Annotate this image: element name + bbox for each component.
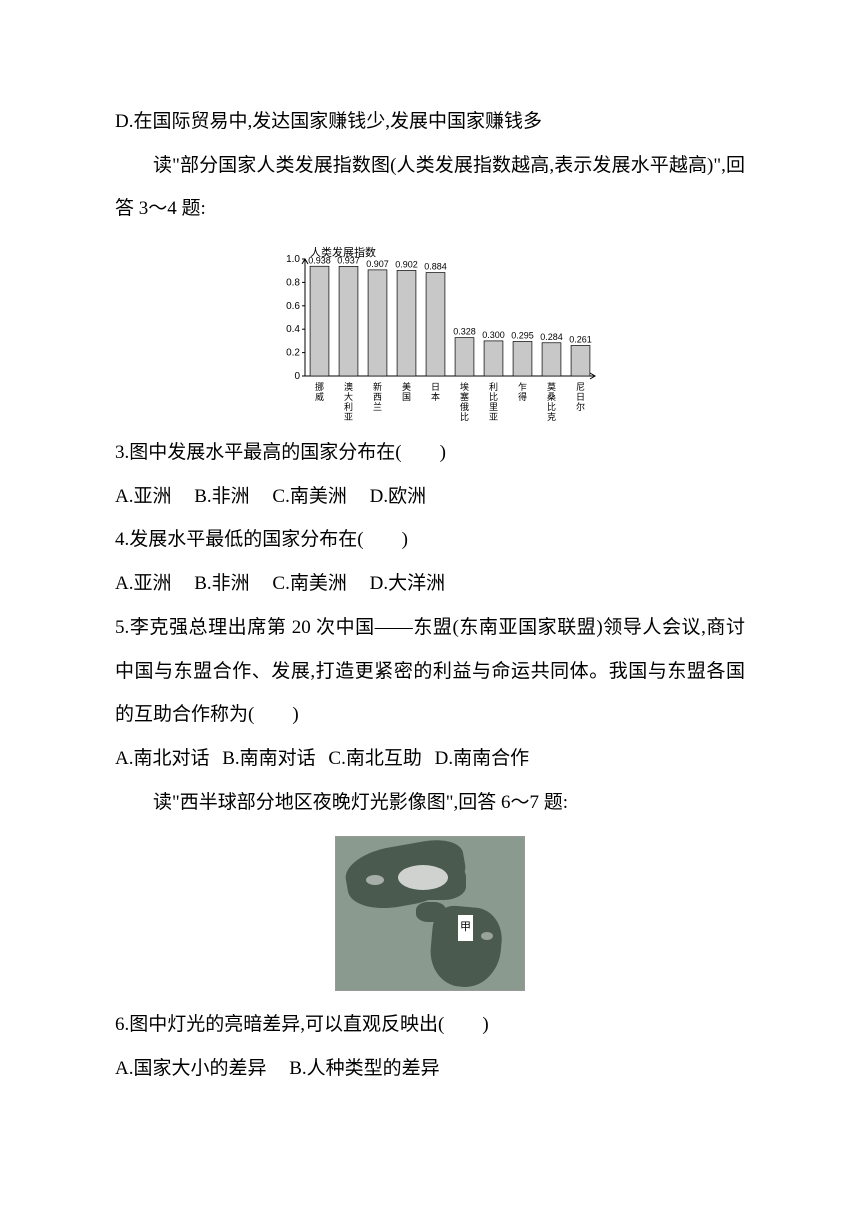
q4-opt-d: D.大洋洲 [370,562,445,606]
svg-text:日: 日 [576,392,585,402]
svg-text:0.261: 0.261 [569,335,592,345]
svg-text:威: 威 [315,391,324,402]
q6-opt-b: B.人种类型的差异 [289,1047,439,1091]
chart-title: 人类发展指数 [310,241,376,266]
svg-text:0.2: 0.2 [286,348,300,359]
svg-text:桑: 桑 [547,392,556,402]
svg-text:里: 里 [489,402,498,412]
q3-opt-a: A.亚洲 [115,475,171,519]
svg-text:0.902: 0.902 [395,260,418,270]
svg-text:美: 美 [402,381,411,392]
svg-text:比: 比 [489,391,498,402]
q3-opt-b: B.非洲 [194,475,249,519]
svg-text:大: 大 [344,391,353,402]
intro-q34: 读"部分国家人类发展指数图(人类发展指数越高,表示发展水平越高)",回答 3～4… [115,144,745,231]
svg-text:得: 得 [518,391,527,402]
svg-text:国: 国 [402,392,411,402]
question-4: 4.发展水平最低的国家分布在( ) [115,518,745,562]
svg-text:0.328: 0.328 [453,327,476,337]
svg-text:利: 利 [489,381,498,392]
svg-text:0.4: 0.4 [286,324,300,335]
svg-text:0.8: 0.8 [286,277,300,288]
svg-text:0.884: 0.884 [424,262,447,272]
svg-text:埃: 埃 [460,381,469,392]
svg-text:0.284: 0.284 [540,332,563,342]
q5-options: A.南北对话 B.南南对话 C.南北互助 D.南南合作 [115,737,745,781]
q4-opt-b: B.非洲 [194,562,249,606]
svg-text:莫: 莫 [547,381,556,392]
q6-opt-a: A.国家大小的差异 [115,1047,266,1091]
intro-q67: 读"西半球部分地区夜晚灯光影像图",回答 6～7 题: [115,781,745,825]
svg-text:挪: 挪 [315,381,324,392]
svg-text:俄: 俄 [460,401,469,412]
q3-opt-c: C.南美洲 [272,475,346,519]
q4-opt-c: C.南美洲 [272,562,346,606]
chart-svg: 00.20.40.60.81.00.938挪威0.937澳大利亚0.907新西兰… [260,241,600,421]
svg-text:比: 比 [547,401,556,412]
map-image: 甲 [335,836,525,991]
svg-text:尼: 尼 [576,382,585,392]
svg-text:亚: 亚 [344,412,353,421]
svg-text:日: 日 [431,382,440,392]
svg-text:尔: 尔 [576,401,585,412]
svg-text:0.6: 0.6 [286,301,300,312]
question-3: 3.图中发展水平最高的国家分布在( ) [115,431,745,475]
q5-opt-d: D.南南合作 [435,737,529,781]
question-5: 5.李克强总理出席第 20 次中国——东盟(东南亚国家联盟)领导人会议,商讨中国… [115,606,745,737]
q3-options: A.亚洲 B.非洲 C.南美洲 D.欧洲 [115,475,745,519]
svg-text:本: 本 [431,391,440,402]
svg-text:1.0: 1.0 [286,254,300,265]
svg-text:0: 0 [294,371,300,382]
q3-opt-d: D.欧洲 [370,475,426,519]
svg-text:比: 比 [460,411,469,421]
q5-opt-c: C.南北互助 [328,737,421,781]
q5-opt-b: B.南南对话 [222,737,315,781]
svg-text:乍: 乍 [518,381,527,392]
map-label-jia: 甲 [458,915,473,940]
hdi-chart: 人类发展指数 00.20.40.60.81.00.938挪威0.937澳大利亚0… [260,241,600,421]
svg-text:克: 克 [547,412,556,421]
svg-text:兰: 兰 [373,401,382,412]
question-6: 6.图中灯光的亮暗差异,可以直观反映出( ) [115,1003,745,1047]
svg-text:西: 西 [373,392,382,402]
svg-text:0.295: 0.295 [511,331,534,341]
q4-options: A.亚洲 B.非洲 C.南美洲 D.大洋洲 [115,562,745,606]
svg-text:澳: 澳 [344,381,353,392]
svg-text:亚: 亚 [489,412,498,421]
svg-text:0.300: 0.300 [482,330,505,340]
q5-opt-a: A.南北对话 [115,737,209,781]
svg-text:塞: 塞 [460,391,469,402]
svg-text:利: 利 [344,401,353,412]
svg-text:新: 新 [373,381,382,392]
q4-opt-a: A.亚洲 [115,562,171,606]
q6-options: A.国家大小的差异 B.人种类型的差异 [115,1047,745,1091]
option-d: D.在国际贸易中,发达国家赚钱少,发展中国家赚钱多 [115,100,745,144]
